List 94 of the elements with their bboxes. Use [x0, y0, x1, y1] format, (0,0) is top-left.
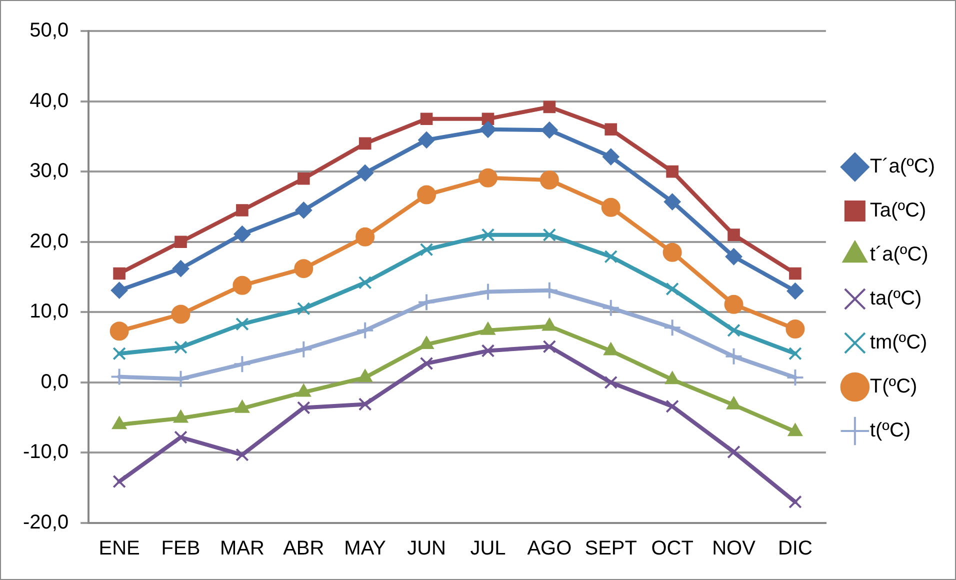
point	[358, 137, 372, 150]
legend-label: T´a(ºC)	[870, 156, 936, 178]
point	[296, 302, 310, 316]
point	[236, 204, 248, 216]
point	[664, 193, 681, 210]
point	[602, 148, 620, 166]
legend-label: T(ºC)	[870, 376, 918, 398]
y-tick-label: 40,0	[30, 90, 69, 112]
point	[786, 320, 805, 339]
point	[663, 318, 682, 337]
point	[113, 267, 126, 280]
point	[232, 276, 252, 295]
point	[666, 400, 679, 413]
y-tick-label: 10,0	[30, 300, 69, 323]
point	[174, 430, 188, 444]
point	[233, 355, 252, 374]
y-tick-label: -10,0	[22, 441, 69, 464]
point	[356, 227, 375, 246]
x-tick-label: MAR	[220, 538, 264, 560]
point	[543, 100, 556, 114]
point	[542, 228, 556, 242]
point	[417, 185, 436, 204]
x-tick-label: NOV	[712, 538, 756, 560]
point	[724, 347, 743, 366]
point	[604, 123, 618, 136]
legend-label: t´a(ºC)	[870, 244, 928, 266]
point	[420, 112, 433, 126]
point	[662, 242, 682, 262]
x-tick-label: ABR	[283, 538, 324, 560]
x-tick-label: AGO	[527, 538, 572, 560]
point	[604, 376, 618, 390]
x-tick-label: DIC	[778, 538, 812, 560]
point	[236, 317, 249, 331]
point	[296, 401, 310, 414]
point	[542, 340, 556, 354]
point	[788, 346, 802, 360]
point	[725, 248, 742, 266]
point	[171, 304, 190, 324]
point	[601, 198, 620, 217]
point	[112, 346, 126, 360]
point	[112, 474, 126, 488]
y-tick-label: 20,0	[30, 230, 69, 252]
legend-label: Ta(ºC)	[870, 200, 926, 222]
x-tick-label: JUN	[407, 538, 446, 560]
y-tick-label: 30,0	[30, 160, 69, 182]
point	[294, 340, 313, 358]
x-tick-label: SEPT	[584, 538, 637, 560]
point	[727, 324, 740, 338]
point	[418, 131, 436, 148]
point	[479, 120, 496, 138]
point	[110, 322, 129, 341]
point	[110, 282, 128, 299]
point	[172, 260, 190, 278]
point	[666, 165, 678, 178]
point	[786, 368, 804, 387]
x-tick-label: FEB	[161, 538, 200, 560]
y-tick-label: 50,0	[30, 20, 69, 42]
point	[727, 445, 740, 459]
point	[666, 282, 679, 296]
legend-label: ta(ºC)	[870, 288, 922, 310]
point	[540, 122, 558, 139]
x-tick-label: MAY	[344, 538, 386, 560]
legend-label: t(ºC)	[870, 420, 911, 442]
point	[420, 242, 434, 256]
legend-label: tm(ºC)	[870, 332, 928, 354]
point	[788, 495, 802, 509]
point	[295, 202, 312, 219]
point	[481, 344, 495, 358]
point	[724, 294, 744, 314]
point	[481, 228, 495, 242]
point	[789, 267, 802, 280]
y-tick-label: -20,0	[22, 512, 69, 534]
point	[728, 228, 740, 241]
x-tick-label: OCT	[651, 538, 694, 560]
point	[358, 398, 372, 411]
point	[786, 282, 804, 300]
point	[234, 226, 251, 243]
x-tick-label: JUL	[470, 538, 506, 560]
point	[418, 293, 436, 312]
point	[604, 250, 618, 264]
point	[294, 259, 314, 278]
point	[356, 164, 374, 182]
point	[236, 448, 249, 462]
point	[297, 172, 310, 185]
point	[540, 170, 559, 190]
point	[602, 298, 620, 317]
point	[420, 356, 434, 370]
point	[174, 236, 187, 248]
point	[174, 340, 188, 354]
y-tick-label: 0,0	[40, 370, 69, 393]
x-tick-label: ENE	[98, 538, 140, 560]
point	[356, 321, 374, 340]
point	[478, 168, 498, 188]
point	[358, 276, 372, 290]
